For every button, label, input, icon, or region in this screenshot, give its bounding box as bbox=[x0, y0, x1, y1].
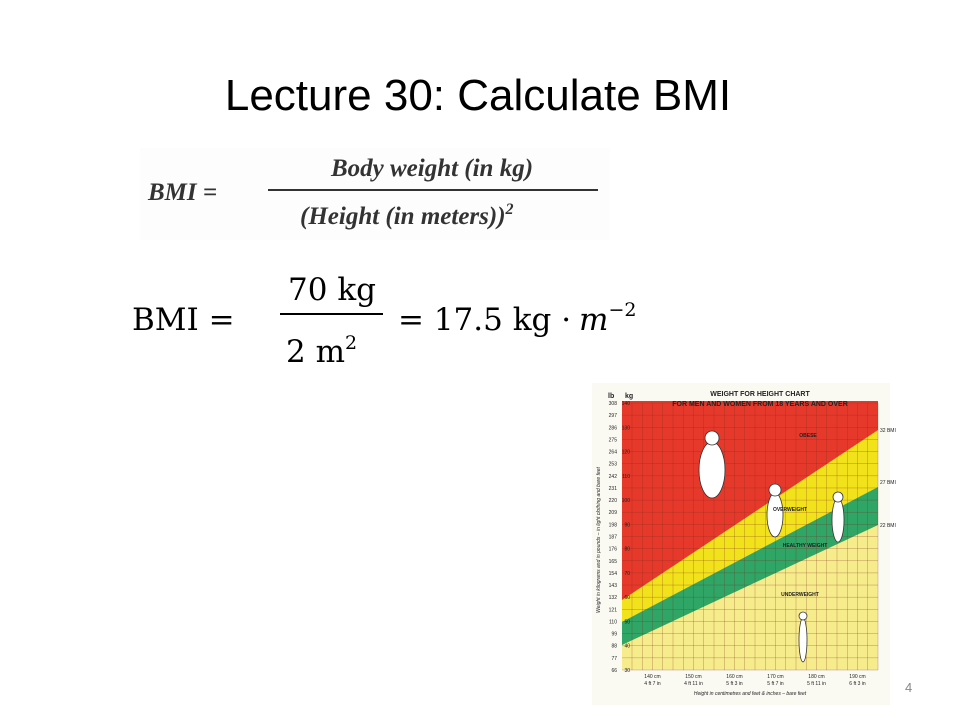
lb-label: 275 bbox=[609, 437, 618, 443]
cm-label: 180 cm bbox=[808, 674, 824, 680]
zone-label: UNDERWEIGHT bbox=[781, 592, 819, 598]
lb-label: 253 bbox=[609, 462, 618, 468]
lb-label: 220 bbox=[609, 498, 618, 504]
figures bbox=[698, 430, 845, 663]
y-axis-label: Weight in kilograms and in pounds – in l… bbox=[596, 466, 602, 612]
ft-label: 6 ft 3 in bbox=[849, 681, 866, 687]
ft-label: 5 ft 3 in bbox=[726, 681, 743, 687]
ft-label: 5 ft 7 in bbox=[767, 681, 784, 687]
cm-label: 190 cm bbox=[849, 674, 865, 680]
bmi-line-label: 27 BMI bbox=[880, 480, 896, 486]
bmi-line-label: 32 BMI bbox=[880, 428, 896, 434]
lb-label: 88 bbox=[611, 644, 617, 650]
lb-label: 143 bbox=[609, 583, 618, 589]
chart-subtitle: FOR MEN AND WOMEN FROM 18 YEARS AND OVER bbox=[672, 401, 848, 408]
lb-label: 110 bbox=[609, 619, 617, 625]
lb-label: 77 bbox=[611, 656, 617, 662]
lb-label: 165 bbox=[609, 559, 618, 565]
kg-label: 120 bbox=[622, 450, 631, 456]
kg-label: 100 bbox=[622, 498, 631, 504]
equation-lhs: BMI = bbox=[132, 302, 235, 338]
kg-label: 110 bbox=[622, 474, 630, 480]
kg-label: 60 bbox=[624, 595, 630, 601]
lb-label: 242 bbox=[609, 474, 618, 480]
zone-label: OBESE bbox=[799, 433, 817, 439]
lb-label: 121 bbox=[609, 607, 618, 613]
lb-header: lb bbox=[608, 393, 614, 400]
bmi-chart-image: WEIGHT FOR HEIGHT CHART FOR MEN AND WOME… bbox=[592, 383, 896, 705]
ft-label: 5 ft 11 in bbox=[807, 681, 826, 687]
kg-label: 40 bbox=[624, 644, 630, 650]
lb-label: 209 bbox=[609, 510, 618, 516]
cm-label: 140 cm bbox=[644, 674, 660, 680]
kg-label: 30 bbox=[624, 668, 630, 674]
denominator-text: (Height (in meters)) bbox=[300, 203, 506, 230]
cm-label: 170 cm bbox=[767, 674, 783, 680]
denominator-text: 2 m bbox=[286, 334, 345, 370]
kg-header: kg bbox=[625, 393, 633, 400]
lb-label: 264 bbox=[609, 450, 618, 456]
exponent: −2 bbox=[608, 299, 636, 321]
result-text: = 17.5 kg · bbox=[398, 302, 571, 338]
formula-lhs: BMI = bbox=[147, 179, 217, 206]
formula-numerator: Body weight (in kg) bbox=[330, 155, 533, 182]
kg-label: 80 bbox=[624, 547, 630, 553]
ft-label: 4 ft 11 in bbox=[684, 681, 703, 687]
lb-label: 176 bbox=[609, 547, 618, 553]
lb-label: 154 bbox=[609, 571, 618, 577]
lb-label: 187 bbox=[609, 535, 618, 541]
ft-label: 4 ft 7 in bbox=[644, 681, 661, 687]
kg-label: 50 bbox=[624, 619, 630, 625]
chart-title: WEIGHT FOR HEIGHT CHART bbox=[710, 391, 810, 398]
lb-label: 286 bbox=[609, 425, 618, 431]
lb-label: 132 bbox=[609, 595, 618, 601]
kg-label: 130 bbox=[622, 425, 631, 431]
grid bbox=[622, 402, 879, 671]
equation-denominator: 2 m2 bbox=[286, 332, 357, 370]
zone-label: OVERWEIGHT bbox=[773, 507, 807, 513]
formula-bg bbox=[140, 148, 610, 240]
lb-label: 198 bbox=[609, 522, 618, 528]
result-unit: m bbox=[579, 302, 608, 338]
equation-result: = 17.5 kg · m−2 bbox=[398, 299, 636, 338]
kg-label: 90 bbox=[624, 522, 630, 528]
cm-label: 150 cm bbox=[685, 674, 701, 680]
x-axis-label: Height in centimetres and feet & inches … bbox=[694, 691, 807, 697]
zone-label: HEALTHY WEIGHT bbox=[783, 543, 828, 549]
formula-image: BMI = Body weight (in kg) (Height (in me… bbox=[140, 148, 610, 240]
lb-label: 297 bbox=[609, 413, 618, 419]
lb-label: 99 bbox=[611, 632, 617, 638]
kg-label: 70 bbox=[624, 571, 630, 577]
page-number: 4 bbox=[905, 680, 912, 695]
formula-denominator: (Height (in meters))2 bbox=[300, 201, 514, 230]
bmi-line-label: 22 BMI bbox=[880, 523, 896, 529]
kg-label: 140 bbox=[622, 401, 631, 407]
equation-numerator: 70 kg bbox=[288, 272, 376, 308]
cm-label: 160 cm bbox=[726, 674, 742, 680]
lb-label: 231 bbox=[609, 486, 618, 492]
slide-title: Lecture 30: Calculate BMI bbox=[225, 71, 731, 120]
equation: BMI = 70 kg 2 m2 = 17.5 kg · m−2 bbox=[132, 272, 636, 370]
exponent: 2 bbox=[505, 201, 514, 218]
lb-label: 308 bbox=[609, 401, 618, 407]
exponent: 2 bbox=[345, 332, 357, 354]
lb-label: 66 bbox=[611, 668, 617, 674]
